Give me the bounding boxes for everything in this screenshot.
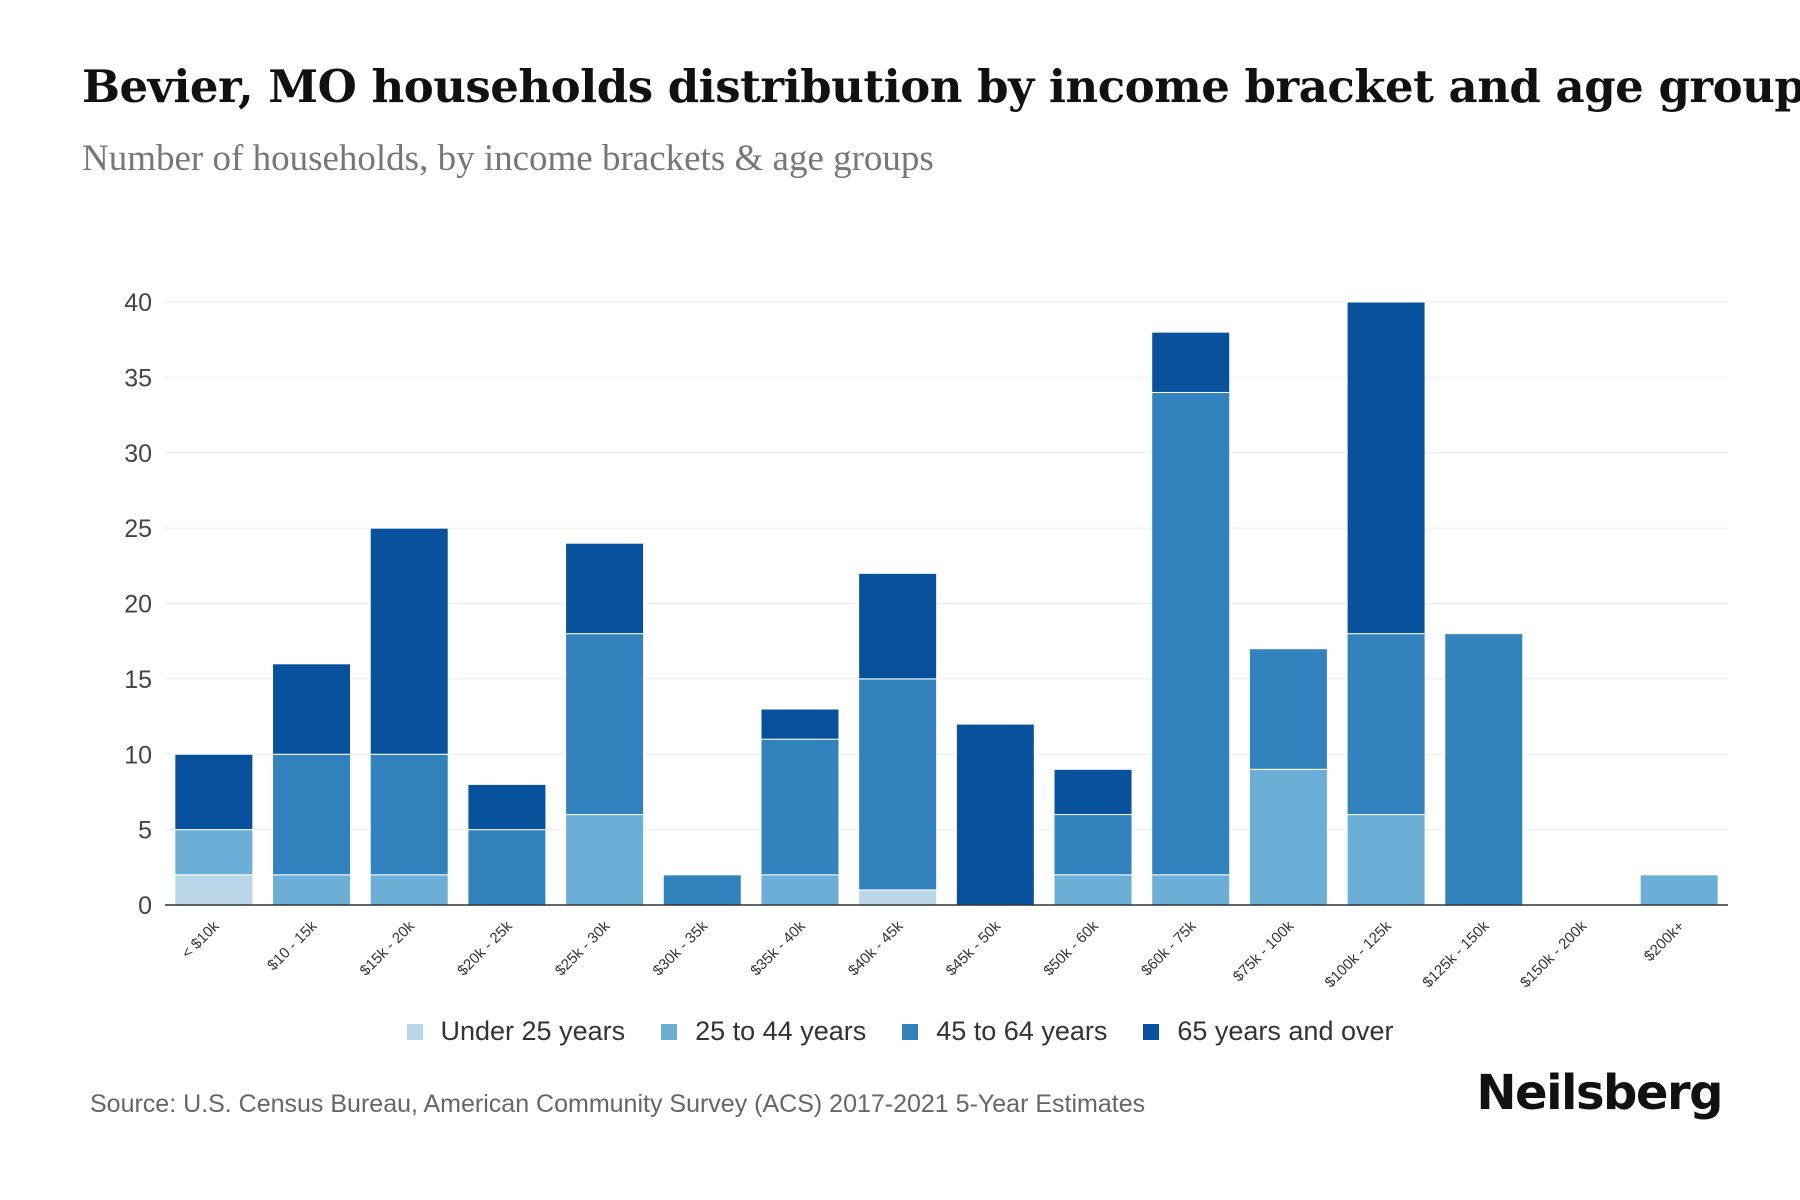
bar-segment [760,738,840,876]
bar-segment [955,723,1035,906]
x-tick-label: $100k - 125k [1322,917,1396,991]
x-tick-label: $35k - 40k [747,917,809,979]
legend-swatch [661,1023,678,1040]
bar-segment [1639,874,1719,906]
x-tick-label: $125k - 150k [1419,917,1493,991]
bar-segment [272,663,352,755]
legend-item: 25 to 44 years [661,1016,866,1047]
bar-segment [1053,814,1133,876]
bar-segment [858,889,938,906]
legend-swatch [406,1023,423,1040]
x-tick-label: $20k - 25k [454,917,516,979]
legend-item: 45 to 64 years [902,1016,1107,1047]
x-tick-label: $40k - 45k [845,917,907,979]
source-note: Source: U.S. Census Bureau, American Com… [90,1090,1146,1118]
x-tick-label: $25k - 30k [552,917,614,979]
y-tick-label: 30 [124,440,152,468]
x-tick-label: $60k - 75k [1138,917,1200,979]
legend-swatch [902,1023,919,1040]
x-tick-label: $50k - 60k [1040,917,1102,979]
bar-segment [565,633,645,816]
bar-segment [1248,648,1328,770]
chart-legend: Under 25 years 25 to 44 years 45 to 64 yea… [0,1016,1800,1047]
y-tick-label: 10 [124,741,152,769]
bar-segment [467,829,547,906]
x-tick-label: < $10k [179,917,224,962]
legend-label: 25 to 44 years [695,1016,867,1046]
bar-segment [662,874,742,906]
bar-segment [1346,633,1426,816]
bar-segment [1248,768,1328,906]
legend-label: 65 years and over [1177,1016,1394,1046]
brand-logo: Neilsberg [1476,1065,1723,1121]
stacked-bar-chart: 0 5 10 15 20 25 30 35 40 < $10k $10 - 15k $15k - 20… [124,289,1728,991]
x-tick-label: $30k - 35k [650,917,712,979]
bar-segment [272,874,352,906]
x-tick-label: $200k+ [1641,918,1688,965]
bar-segment [1053,874,1133,906]
legend-label: 45 to 64 years [936,1016,1108,1046]
x-tick-label: $10 - 15k [264,917,321,974]
x-tick-label: $150k - 200k [1517,917,1591,991]
bar-segment [760,708,840,740]
bar-segment [1444,633,1524,906]
y-tick-label: 5 [138,817,152,845]
legend-item: 65 years and over [1143,1016,1394,1047]
x-tick-label: $75k - 100k [1230,917,1298,985]
bar-segment [1053,768,1133,816]
bar-segment [1151,331,1231,393]
bar-segment [174,753,254,831]
y-tick-label: 25 [124,515,152,543]
legend-swatch [1143,1023,1160,1040]
legend-item: Under 25 years [406,1016,626,1047]
bar-segment [760,874,840,906]
bar-segment [1151,874,1231,906]
bar-segment [174,829,254,876]
bar-segment [369,874,449,906]
bar-segment [369,753,449,876]
y-tick-label: 20 [124,591,152,619]
bar-segment [858,678,938,891]
bar-segment [1346,301,1426,635]
bar-segment [1151,391,1231,876]
y-tick-label: 15 [124,666,152,694]
bar-segment [858,572,938,680]
legend-label: Under 25 years [440,1016,626,1046]
bar-segment [369,527,449,755]
chart-title: Bevier, MO households distribution by in… [82,60,1800,113]
chart-subtitle: Number of households, by income brackets… [82,138,934,179]
bar-segment [565,542,645,635]
y-tick-label: 35 [124,364,152,392]
y-tick-label: 0 [138,892,152,920]
bar-segment [174,874,254,906]
bar-segment [272,753,352,876]
bar-segment [1346,814,1426,906]
bar-segment [467,783,547,831]
y-tick-label: 40 [124,289,152,317]
bar-segment [565,814,645,906]
x-tick-label: $45k - 50k [943,917,1005,979]
x-tick-label: $15k - 20k [356,917,418,979]
